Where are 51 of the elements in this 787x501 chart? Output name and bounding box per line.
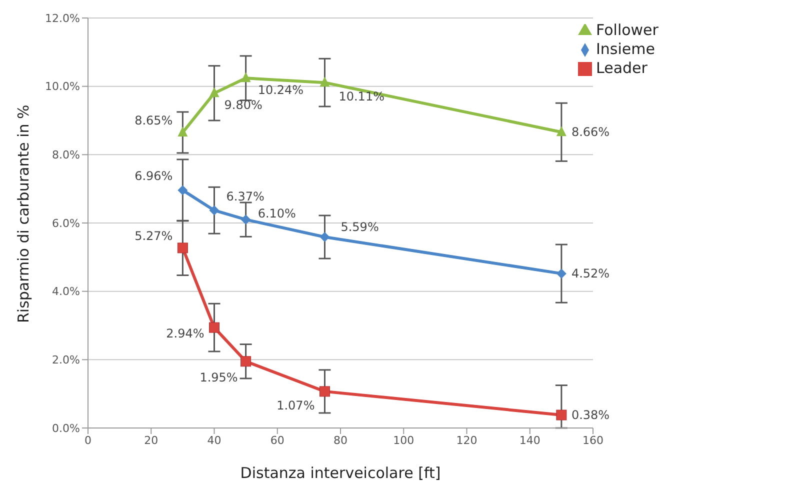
data-label: 1.07%: [276, 398, 315, 412]
data-label: 6.96%: [134, 169, 173, 184]
point: [556, 410, 567, 420]
x-tick-label: 0: [84, 434, 92, 447]
point: [177, 242, 188, 254]
point: [240, 72, 251, 82]
point: [319, 386, 330, 397]
x-tick-label: 20: [144, 434, 158, 447]
data-label: 1.95%: [200, 370, 238, 384]
y-tick-label: 12.0%: [45, 12, 80, 25]
x-tick-label: 60: [270, 434, 284, 447]
point: [209, 87, 220, 98]
point: [556, 126, 566, 136]
legend-label: Insieme: [596, 40, 655, 58]
data-label: 4.52%: [571, 266, 610, 281]
x-tick-label: 120: [456, 434, 478, 447]
data-label: 10.11%: [338, 90, 384, 104]
x-tick-label: 80: [334, 434, 348, 447]
data-label: 6.10%: [258, 206, 296, 221]
y-tick-label: 0.0%: [52, 422, 80, 435]
point: [178, 126, 188, 136]
y-tick-label: 2.0%: [52, 354, 80, 367]
point: [320, 232, 330, 242]
point: [240, 214, 251, 225]
point: [556, 268, 566, 279]
data-label: 0.38%: [571, 408, 610, 422]
data-label: 5.27%: [134, 228, 173, 243]
data-label: 10.24%: [258, 83, 304, 98]
point: [209, 205, 220, 216]
point: [178, 185, 188, 196]
x-tick-label: 40: [207, 434, 222, 447]
point: [209, 322, 220, 333]
x-tick-label: 100: [393, 434, 414, 447]
point: [240, 356, 252, 367]
y-tick-label: 6.0%: [52, 216, 80, 230]
point: [320, 76, 330, 87]
x-axis-title: Distanza interveicolare [ft]: [240, 464, 441, 482]
data-label: 9.80%: [224, 98, 262, 112]
legend-label: Follower: [596, 21, 658, 39]
data-label: 8.65%: [134, 113, 173, 128]
y-tick-label: 8.0%: [52, 148, 80, 162]
data-label: 6.37%: [226, 189, 264, 204]
legend-label: Leader: [596, 59, 648, 77]
y-tick-label: 4.0%: [52, 285, 80, 298]
y-axis-title: Risparmio di carburante in %: [14, 104, 32, 323]
data-label: 5.59%: [340, 220, 379, 234]
x-tick-label: 160: [582, 434, 604, 447]
x-tick-label: 140: [519, 434, 540, 447]
data-label: 2.94%: [166, 326, 204, 341]
data-label: 8.66%: [571, 125, 610, 140]
y-tick-label: 10.0%: [45, 80, 80, 94]
